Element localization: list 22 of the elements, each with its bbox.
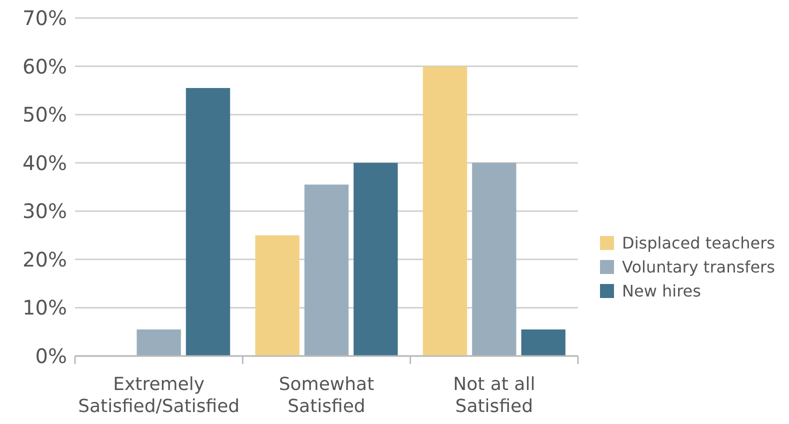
y-tick-label: 10%: [22, 296, 67, 320]
legend-label: Displaced teachers: [622, 234, 776, 253]
y-tick-label: 40%: [22, 150, 67, 175]
bar: [354, 162, 398, 356]
y-tick-label: 0%: [35, 344, 67, 368]
x-tick-label: Somewhat Satisfied: [278, 374, 374, 417]
y-tick-label: 60%: [22, 54, 67, 78]
y-tick-label: 20%: [22, 247, 67, 272]
y-tick-label: 70%: [22, 6, 67, 30]
bar: [521, 329, 566, 356]
bar: [422, 66, 468, 356]
bar: [186, 88, 230, 356]
y-tick-label: 50%: [22, 102, 67, 127]
bar: [304, 184, 349, 356]
legend-label: Voluntary transfers: [622, 258, 775, 277]
bar: [472, 162, 516, 356]
bar: [255, 235, 300, 356]
x-tick-label: Not at all Satisfied: [453, 374, 536, 417]
bar: [136, 329, 181, 356]
legend-label: New hires: [622, 282, 701, 301]
y-tick-label: 30%: [22, 199, 67, 224]
x-tick-label: Extremely Satisfied/Satisfied: [78, 374, 240, 417]
